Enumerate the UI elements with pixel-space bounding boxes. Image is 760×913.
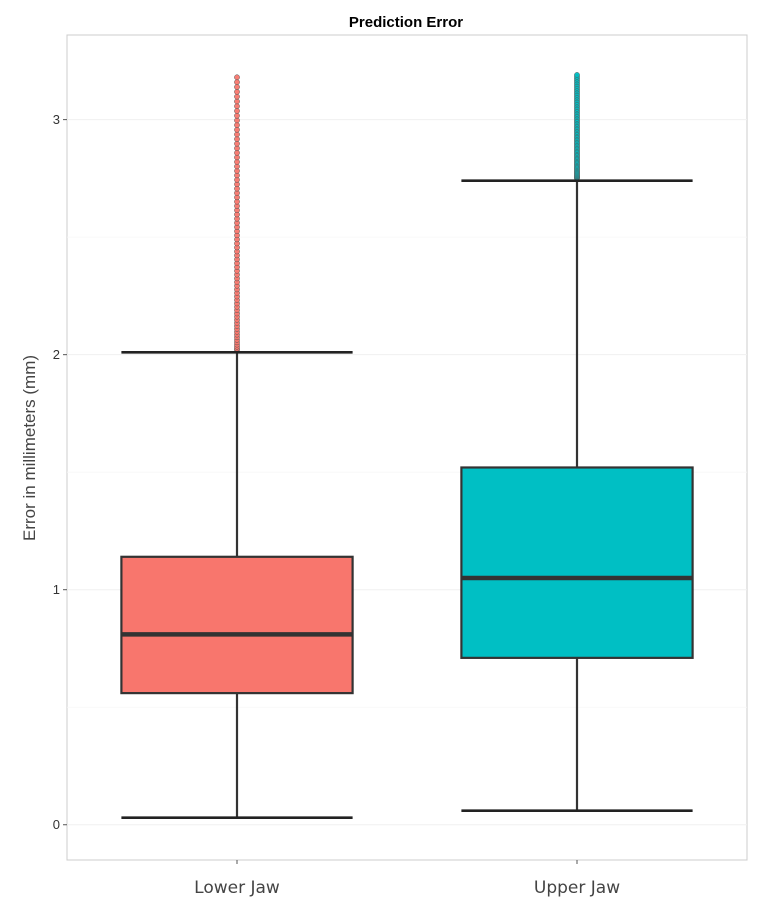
box-upper-jaw	[460, 72, 694, 812]
outlier-point	[234, 108, 240, 114]
outlier-point	[234, 79, 240, 86]
x-tick-label: Lower Jaw	[194, 878, 280, 898]
outlier-point	[234, 84, 240, 90]
outlier-point	[234, 74, 240, 81]
y-tick-label: 0	[53, 817, 60, 832]
outlier-point	[234, 126, 240, 133]
outlier-point	[234, 98, 240, 105]
box-lower-jaw	[120, 74, 354, 819]
plot-panel	[66, 34, 748, 861]
iqr-box	[120, 555, 354, 695]
x-tick-label: Upper Jaw	[534, 878, 620, 898]
y-tick-label: 3	[53, 112, 60, 127]
y-tick-label: 1	[53, 582, 60, 597]
iqr-box	[460, 466, 694, 659]
outlier-point	[234, 122, 240, 128]
outlier-point	[234, 112, 240, 119]
outlier-point	[234, 103, 240, 110]
outlier-point	[234, 93, 240, 100]
outlier-point	[574, 72, 580, 78]
y-tick-label: 2	[53, 347, 60, 362]
boxes	[120, 72, 694, 819]
y-axis: 0 1 2 3	[53, 112, 67, 832]
chart-title: Prediction Error	[349, 14, 463, 31]
y-axis-label: Error in millimeters (mm)	[20, 355, 39, 541]
outlier-point	[234, 88, 240, 95]
x-axis: Lower Jaw Upper Jaw	[194, 860, 620, 898]
outlier-point	[234, 117, 240, 124]
